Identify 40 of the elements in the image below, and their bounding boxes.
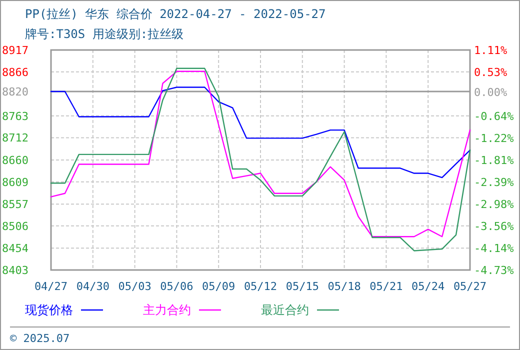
y2-tick-label: -4.14% (474, 242, 514, 255)
x-tick-label: 05/21 (370, 280, 403, 293)
legend-label: 主力合约 (143, 303, 191, 317)
chart-title: PP(拉丝) 华东 综合价 2022-04-27 - 2022-05-27 (25, 7, 326, 21)
x-tick-label: 05/24 (412, 280, 446, 293)
line-series (50, 86, 471, 178)
y2-tick-label: -1.81% (474, 154, 514, 167)
x-tick-label: 04/30 (76, 280, 110, 293)
x-tick-label: 05/27 (453, 280, 487, 293)
y2-tick-label: -1.22% (474, 132, 514, 145)
legend-label: 最近合约 (261, 303, 309, 317)
y-tick-label: 8866 (2, 66, 28, 79)
x-tick-label: 05/03 (118, 280, 152, 293)
x-tick-label: 04/27 (34, 280, 68, 293)
x-tick-label: 05/12 (244, 280, 278, 293)
y-tick-label: 8820 (2, 86, 28, 99)
x-tick-label: 05/09 (202, 280, 236, 293)
y2-tick-label: -3.56% (474, 220, 514, 233)
y2-tick-label: 0.00% (474, 86, 508, 99)
y2-tick-label: 1.11% (474, 44, 508, 57)
y-tick-label: 8609 (2, 176, 28, 189)
y-tick-label: 8917 (2, 44, 28, 57)
y-tick-label: 8557 (2, 198, 28, 212)
chart-subtitle: 牌号:T30S 用途级别:拉丝级 (25, 27, 184, 41)
y2-tick-label: 0.53% (474, 66, 508, 79)
y2-tick-label: -2.39% (474, 176, 514, 189)
x-tick-label: 05/15 (286, 280, 319, 293)
y-tick-label: 8506 (2, 220, 28, 233)
legend-label: 现货价格 (25, 303, 73, 317)
x-tick-label: 05/18 (328, 280, 361, 293)
x-tick-label: 05/06 (160, 280, 194, 293)
y2-tick-label: -4.73% (474, 264, 514, 277)
y-tick-label: 8763 (2, 110, 28, 123)
y-tick-label: 8712 (2, 132, 28, 145)
y2-tick-label: -0.64% (474, 110, 514, 123)
text: © 2025.07 (10, 332, 70, 345)
y2-tick-label: -2.98% (474, 198, 514, 212)
y-tick-label: 8403 (2, 264, 28, 277)
y-tick-label: 8454 (2, 242, 29, 256)
y-tick-label: 8660 (2, 154, 28, 167)
